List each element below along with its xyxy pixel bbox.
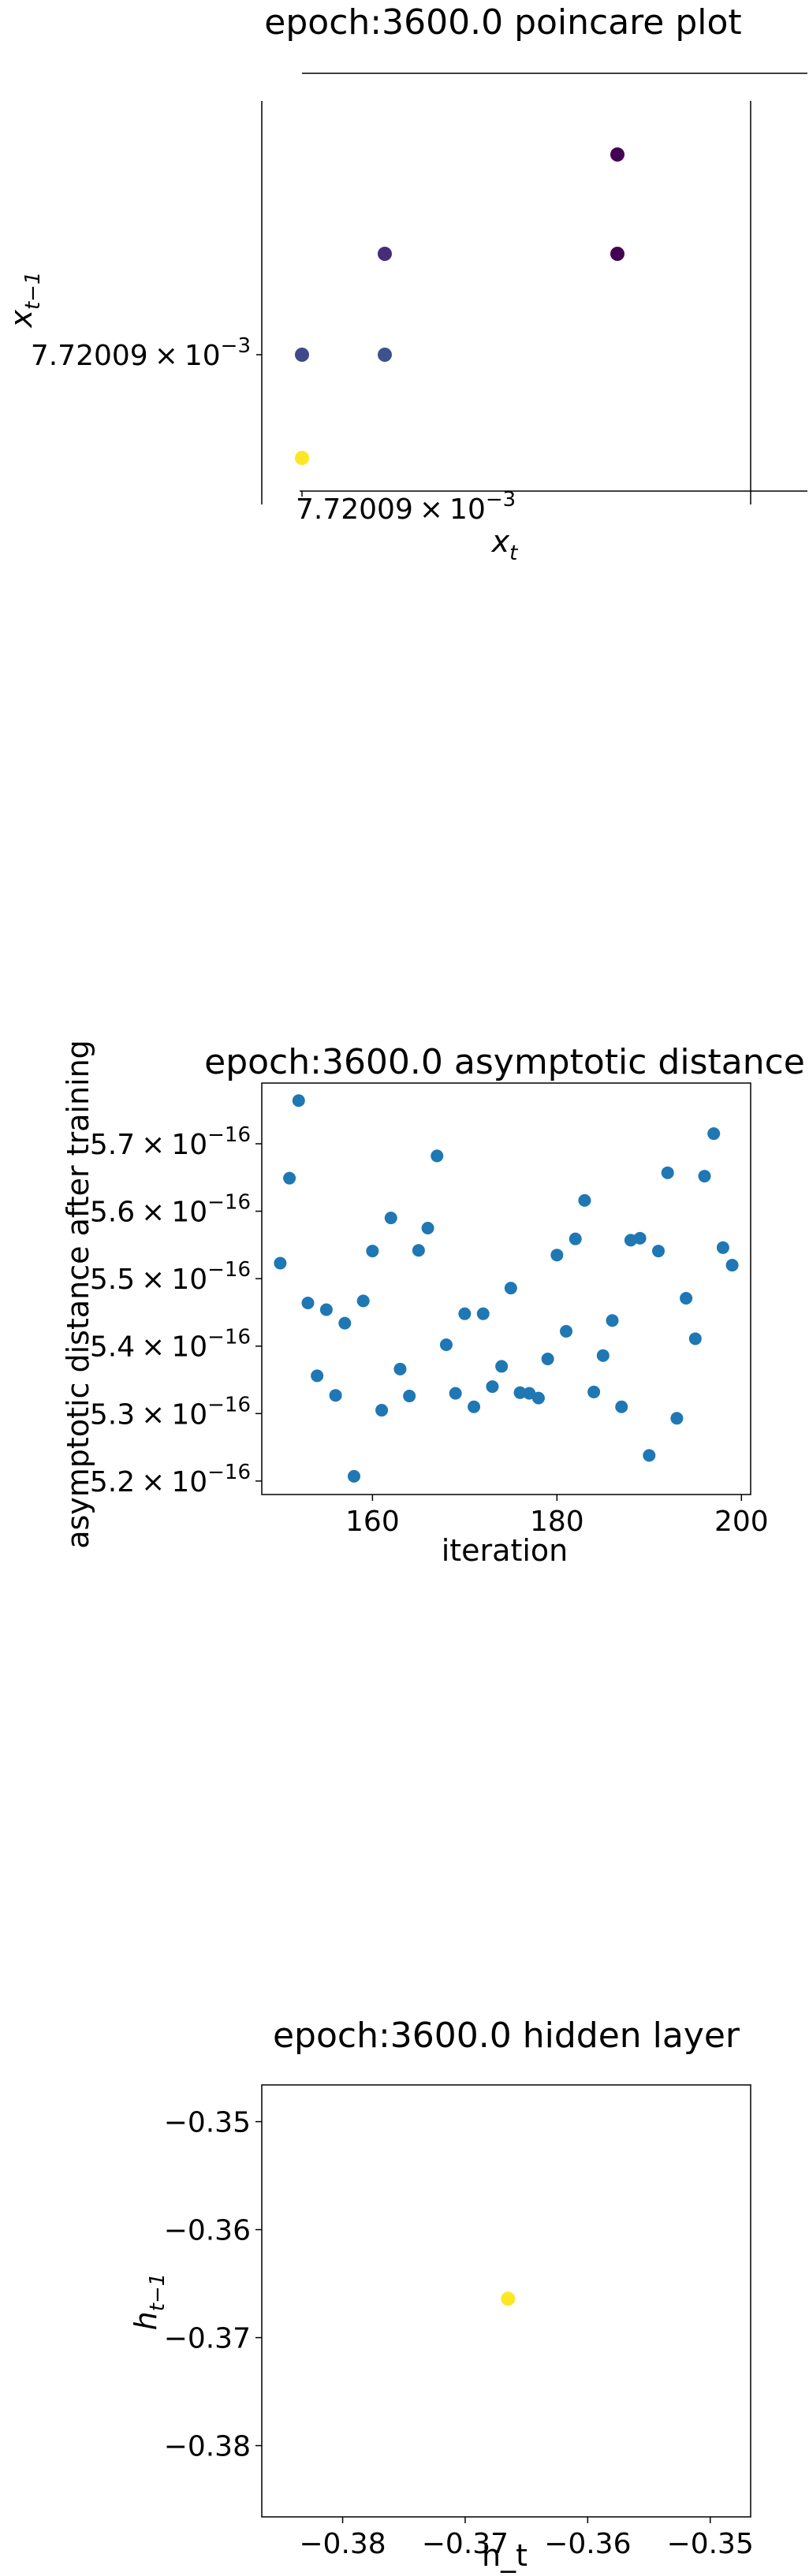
asymptotic-point: [449, 1387, 462, 1400]
asymptotic-point: [338, 1316, 352, 1330]
asymptotic-point: [431, 1149, 444, 1163]
asymptotic-y-tick-label: 5.3 × 10−16: [90, 1393, 251, 1431]
poincare-x-axis-label: xt: [491, 524, 519, 565]
asymptotic-x-ticks: 160 180 200: [345, 1495, 769, 1538]
asymptotic-point: [274, 1256, 287, 1270]
asymptotic-x-tick-label: 200: [714, 1506, 769, 1538]
asymptotic-point: [596, 1349, 610, 1362]
asymptotic-y-tick-label: 5.6 × 10−16: [90, 1191, 251, 1229]
asymptotic-point: [578, 1193, 591, 1207]
poincare-point: [610, 147, 624, 162]
poincare-title: epoch:3600.0 poincare plot: [264, 2, 741, 43]
hidden-layer-points: [501, 2291, 516, 2306]
hidden-layer-y-ticks: −0.38 −0.37 −0.36 −0.35: [164, 2107, 262, 2463]
asymptotic-point: [633, 1231, 647, 1245]
hidden-layer-x-tick-label: −0.35: [667, 2528, 754, 2560]
asymptotic-point: [375, 1404, 389, 1417]
asymptotic-point: [421, 1221, 434, 1234]
asymptotic-point: [560, 1324, 573, 1338]
asymptotic-frame: [261, 1082, 751, 1495]
asymptotic-point: [606, 1314, 619, 1327]
asymptotic-y-axis-label: asymptotic distance after training: [61, 1040, 95, 1549]
hidden-layer-y-tick-label: −0.36: [164, 2215, 251, 2247]
asymptotic-point: [569, 1232, 582, 1245]
asymptotic-point: [698, 1170, 711, 1183]
asymptotic-point: [458, 1307, 472, 1320]
asymptotic-point: [356, 1294, 370, 1308]
poincare-point: [295, 348, 309, 362]
asymptotic-point: [393, 1362, 407, 1375]
asymptotic-point: [439, 1338, 453, 1352]
asymptotic-y-ticks: 5.2 × 10−16 5.3 × 10−16 5.4 × 10−16 5.5 × 10−16 5.6 ×…: [90, 1123, 262, 1498]
asymptotic-y-tick-label: 5.2 × 10−16: [90, 1461, 251, 1498]
asymptotic-point: [384, 1212, 397, 1225]
hidden-layer-frame: [261, 2084, 751, 2518]
poincare-point: [295, 451, 309, 465]
asymptotic-point: [504, 1282, 517, 1295]
asymptotic-point: [615, 1400, 628, 1413]
hidden-layer-x-tick-label: −0.36: [544, 2528, 631, 2560]
asymptotic-point: [661, 1166, 674, 1179]
asymptotic-point: [587, 1385, 601, 1398]
asymptotic-point: [688, 1332, 702, 1346]
asymptotic-point: [486, 1380, 499, 1394]
asymptotic-point: [716, 1241, 729, 1254]
poincare-point: [378, 348, 392, 362]
poincare-points: [295, 147, 624, 465]
hidden-layer-y-tick-label: −0.35: [164, 2107, 251, 2139]
asymptotic-x-tick-label: 160: [345, 1506, 400, 1538]
asymptotic-point: [311, 1369, 324, 1383]
asymptotic-point: [550, 1249, 564, 1262]
asymptotic-point: [292, 1094, 305, 1107]
asymptotic-point: [643, 1449, 656, 1462]
asymptotic-x-axis-label: iteration: [442, 1533, 569, 1568]
hidden-layer-x-tick-label: −0.37: [422, 2528, 509, 2560]
asymptotic-point: [707, 1127, 721, 1141]
asymptotic-point: [412, 1244, 425, 1257]
asymptotic-x-tick-label: 180: [530, 1506, 584, 1538]
hidden-layer-x-axis-label: h_t: [482, 2538, 528, 2573]
poincare-point: [610, 247, 624, 261]
poincare-point: [378, 247, 392, 261]
asymptotic-y-tick-label: 5.7 × 10−16: [90, 1123, 251, 1161]
poincare-y-tick-label: 7.72009 × 10−3: [31, 334, 251, 372]
asymptotic-point: [541, 1352, 554, 1365]
poincare-y-axis-label: xt−1: [4, 271, 45, 328]
asymptotic-point: [476, 1307, 490, 1320]
asymptotic-points: [274, 1094, 739, 1483]
asymptotic-point: [495, 1360, 509, 1373]
asymptotic-point: [725, 1259, 739, 1272]
asymptotic-point: [670, 1412, 684, 1425]
asymptotic-point: [301, 1296, 315, 1309]
asymptotic-point: [347, 1469, 360, 1483]
hidden-layer-point: [501, 2291, 516, 2306]
asymptotic-point: [283, 1171, 296, 1185]
asymptotic-point: [366, 1245, 379, 1258]
asymptotic-point: [531, 1391, 545, 1405]
hidden-layer-x-ticks: −0.38 −0.37 −0.36 −0.35: [299, 2517, 754, 2560]
hidden-layer-y-tick-label: −0.37: [164, 2323, 251, 2355]
asymptotic-point: [403, 1390, 416, 1403]
asymptotic-chart: epoch:3600.0 asymptotic distance iterati…: [61, 1040, 805, 1568]
poincare-chart: epoch:3600.0 poincare plot 7.72009 × 10−3 …: [4, 2, 807, 565]
hidden-layer-y-tick-label: −0.38: [164, 2431, 251, 2463]
asymptotic-point: [680, 1291, 693, 1305]
asymptotic-y-tick-label: 5.4 × 10−16: [90, 1326, 251, 1364]
asymptotic-point: [468, 1400, 481, 1413]
asymptotic-point: [513, 1386, 527, 1399]
hidden-layer-title: epoch:3600.0 hidden layer: [273, 2016, 740, 2056]
hidden-layer-y-axis-label: ht−1: [129, 2273, 170, 2331]
poincare-x-tick-label: 7.72009 × 10−3: [296, 488, 516, 526]
hidden-layer-chart: epoch:3600.0 hidden layer h_t ht−1 −0.38…: [129, 2016, 754, 2573]
asymptotic-y-tick-label: 5.5 × 10−16: [90, 1258, 251, 1296]
asymptotic-point: [319, 1303, 333, 1316]
asymptotic-title: epoch:3600.0 asymptotic distance: [204, 1042, 805, 1082]
asymptotic-point: [652, 1245, 665, 1258]
hidden-layer-x-tick-label: −0.38: [299, 2528, 386, 2560]
asymptotic-point: [329, 1389, 342, 1402]
